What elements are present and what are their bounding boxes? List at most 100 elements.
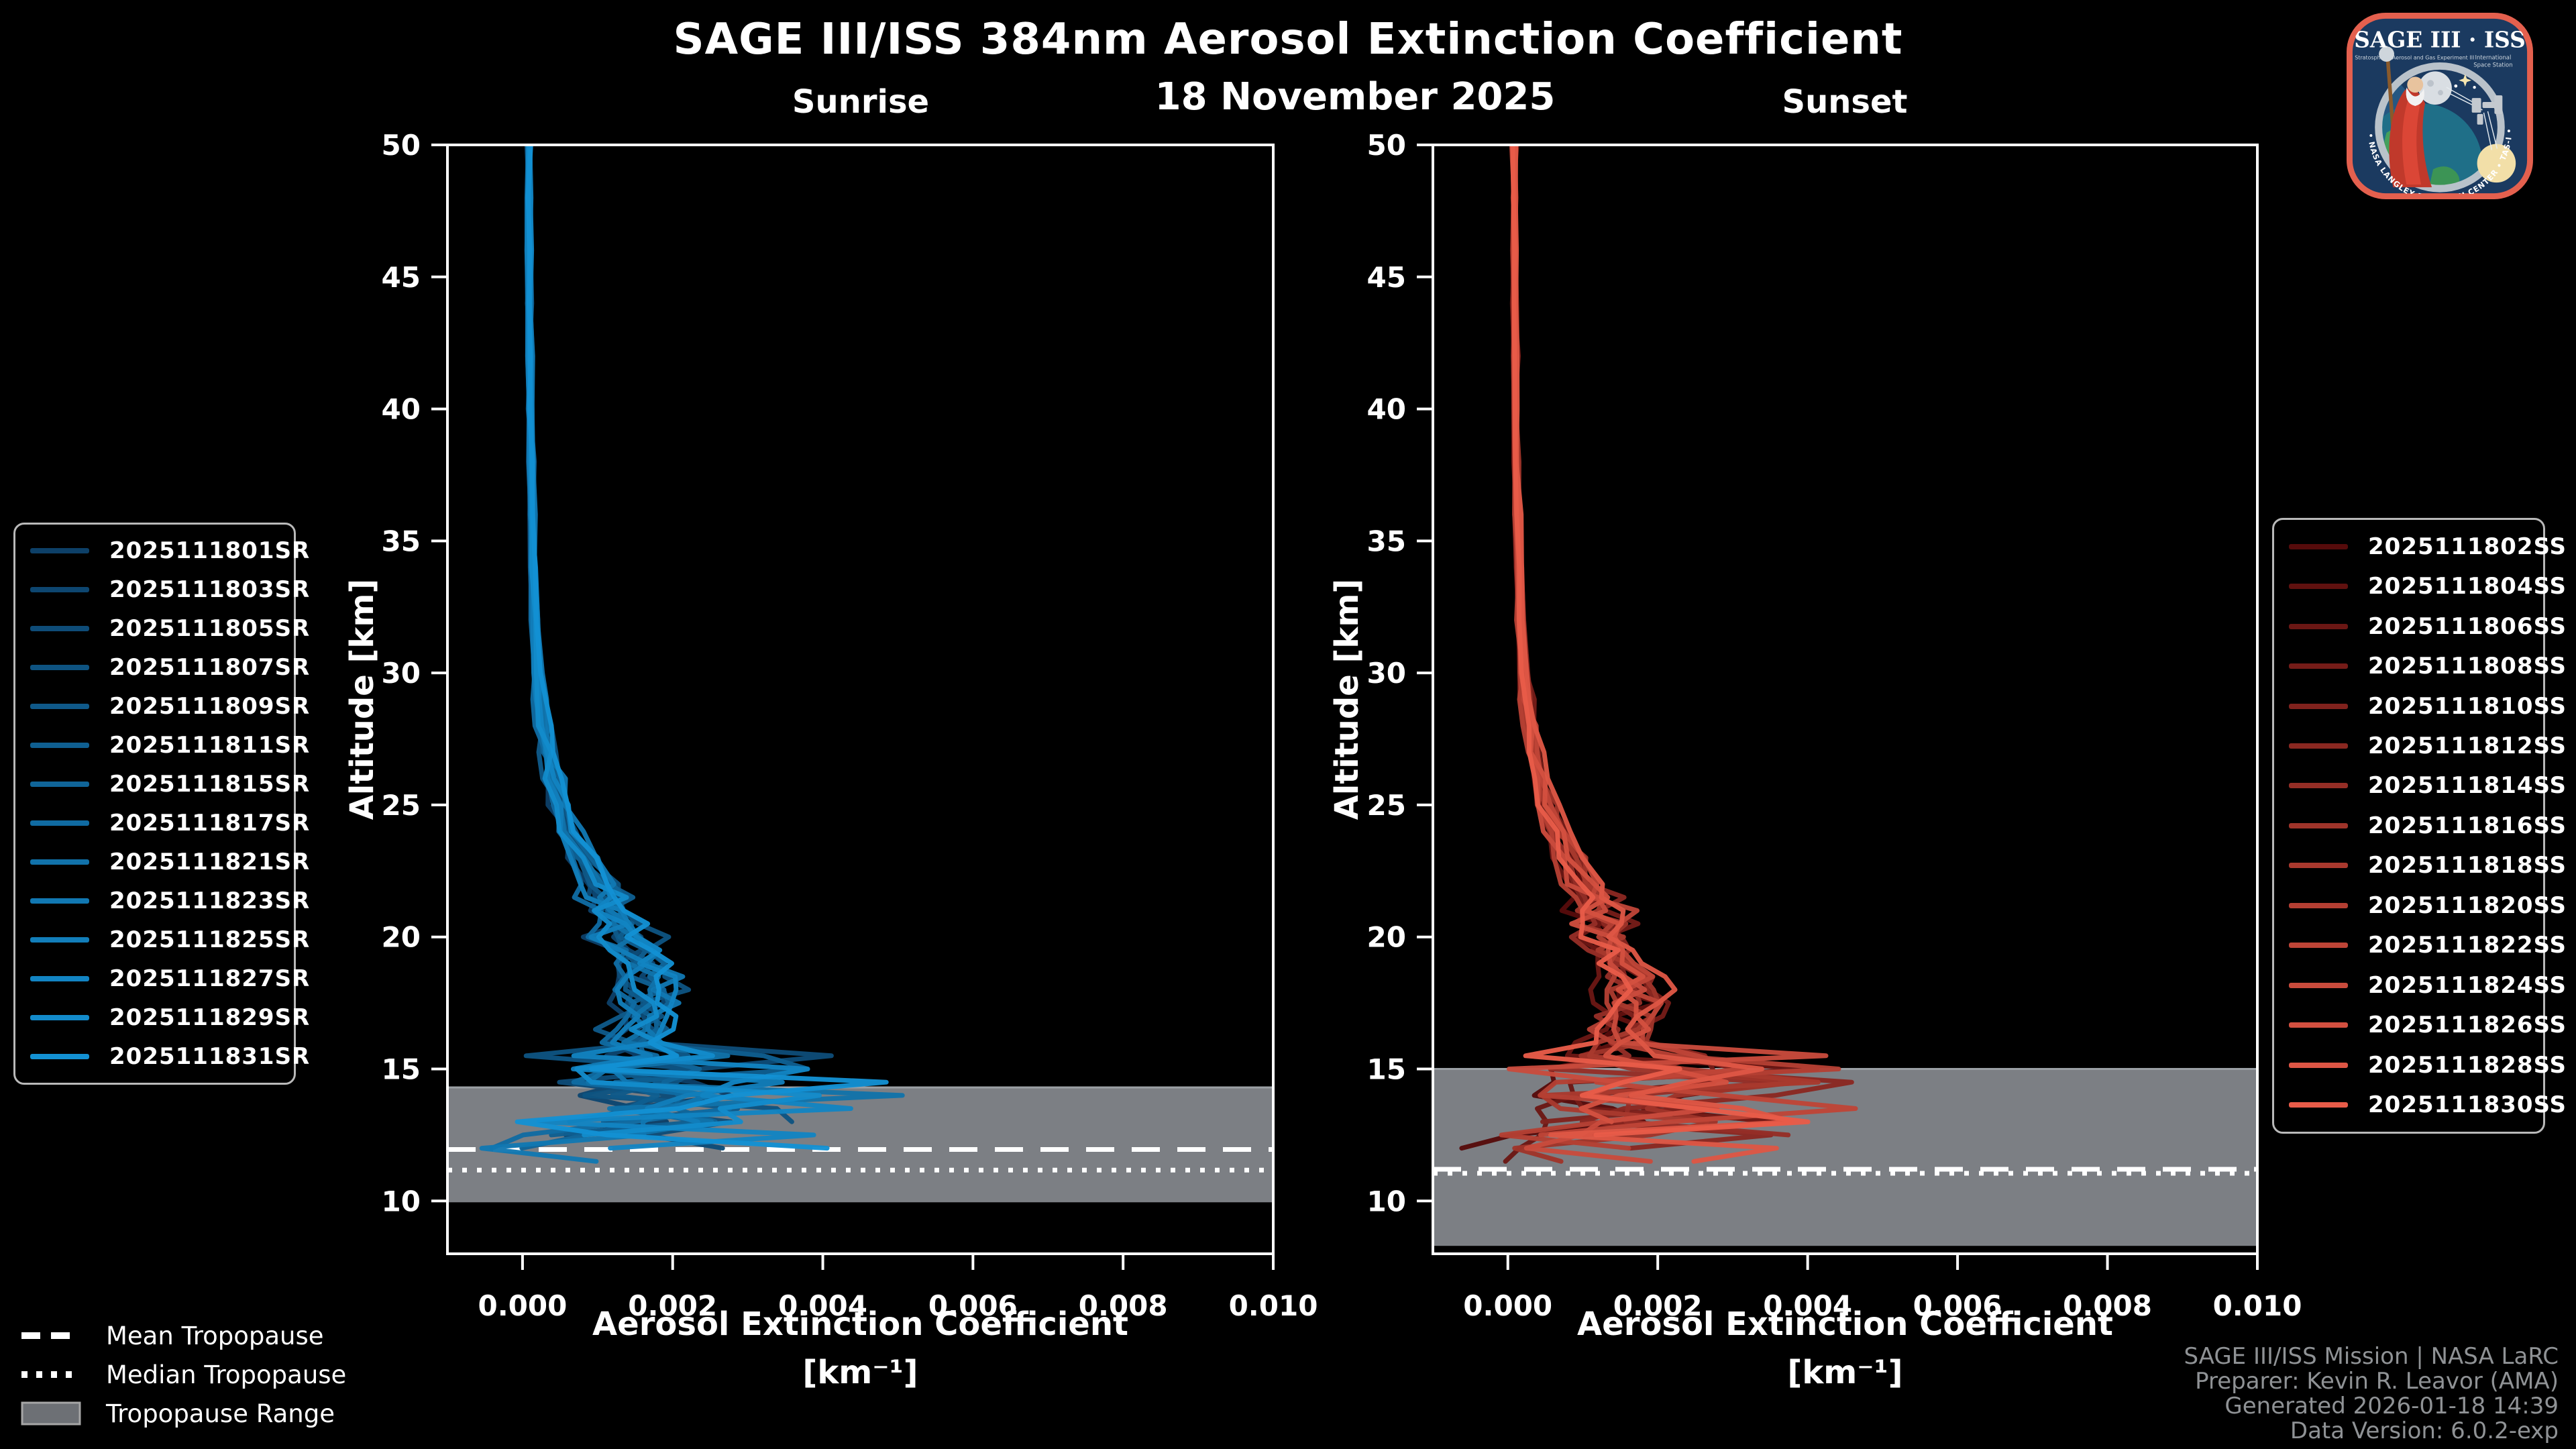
- legend-item: 2025111810SS: [2289, 693, 2566, 720]
- legend-item: 2025111817SR: [30, 810, 309, 837]
- series-label: 2025111825SR: [109, 926, 311, 953]
- series-color-swatch: [2289, 863, 2348, 869]
- red-robed-figure: [2379, 46, 2432, 188]
- y-tick-label: 45: [382, 261, 421, 294]
- series-color-swatch: [2289, 943, 2348, 949]
- series-color-swatch: [30, 820, 89, 826]
- panel-sunrise: 0.000 0.002 0.004 0.006 0.008 0.010 50 45 40 35 30…: [343, 129, 1318, 1391]
- series-group: [479, 145, 905, 1164]
- legend-item: 2025111809SR: [30, 693, 309, 720]
- y-tick-label: 15: [1367, 1053, 1406, 1086]
- profile-line: [1513, 145, 1795, 1164]
- dotted-line-icon: [21, 1371, 80, 1378]
- series-color-swatch: [30, 743, 89, 748]
- logo-intl-1: International: [2475, 54, 2512, 61]
- y-tick-label: 30: [1367, 657, 1406, 690]
- series-color-swatch: [30, 704, 89, 709]
- series-color-swatch: [2289, 982, 2348, 988]
- profile-line: [525, 145, 905, 1138]
- sun-icon: [2477, 144, 2516, 183]
- x-tick-label: 0.004: [778, 1289, 867, 1322]
- moon-icon: [2418, 71, 2452, 105]
- series-label: 2025111830SS: [2368, 1091, 2567, 1119]
- series-label: 2025111808SS: [2368, 653, 2567, 680]
- y-tick-label: 50: [1367, 129, 1406, 162]
- series-label: 2025111823SR: [109, 888, 311, 914]
- series-color-swatch: [2289, 743, 2348, 749]
- series-color-swatch: [30, 898, 89, 904]
- legend-item: 2025111815SR: [30, 771, 309, 798]
- series-color-swatch: [2289, 1102, 2348, 1108]
- series-color-swatch: [30, 859, 89, 865]
- x-tick-label: 0.008: [2063, 1289, 2152, 1322]
- x-tick-label: 0.002: [628, 1289, 717, 1322]
- legend-label: Tropopause Range: [106, 1399, 335, 1428]
- page-title: SAGE III/ISS 384nm Aerosol Extinction Co…: [673, 15, 1903, 64]
- profile-line: [1499, 145, 1841, 1151]
- series-label: 2025111802SS: [2368, 533, 2567, 560]
- profile-line: [515, 145, 889, 1151]
- x-tick-label: 0.006: [928, 1289, 1018, 1322]
- legend-item: 2025111827SR: [30, 965, 309, 992]
- series-label: 2025111804SS: [2368, 573, 2567, 600]
- legend-item: 2025111818SS: [2289, 852, 2566, 879]
- y-tick-label: 10: [382, 1185, 421, 1218]
- tropopause-range-band: [447, 1087, 1273, 1203]
- sage-iii-iss-mission-logo: SAGE III · ISS Stratospheric Aerosol and…: [2347, 13, 2533, 199]
- legend-item: 2025111811SR: [30, 732, 309, 759]
- y-tick-label: 20: [1367, 921, 1406, 954]
- series-label: 2025111821SR: [109, 849, 311, 875]
- y-tick-label: 25: [382, 789, 421, 822]
- series-color-swatch: [2289, 623, 2348, 629]
- y-tick-label: 25: [1367, 789, 1406, 822]
- legend-item: 2025111807SR: [30, 654, 309, 681]
- series-label: 2025111818SS: [2368, 852, 2567, 879]
- profile-line: [525, 145, 834, 1151]
- legend-item: 2025111804SS: [2289, 573, 2566, 600]
- series-label: 2025111820SS: [2368, 892, 2567, 919]
- y-tick-label: 45: [1367, 261, 1406, 294]
- x-tick-label: 0.008: [1079, 1289, 1168, 1322]
- x-tick-label: 0.010: [1229, 1289, 1318, 1322]
- series-group: [1459, 145, 1858, 1164]
- moon-crater: [2438, 90, 2443, 96]
- dashed-line-icon: [21, 1332, 80, 1339]
- sunset-panel-title: Sunset: [1782, 83, 1908, 121]
- series-color-swatch: [2289, 1062, 2348, 1068]
- legend-item: 2025111830SS: [2289, 1091, 2566, 1118]
- date-subtitle: 18 November 2025: [1155, 75, 1556, 119]
- y-tick-label: 40: [1367, 393, 1406, 426]
- series-label: 2025111827SR: [109, 965, 311, 992]
- series-label: 2025111828SS: [2368, 1051, 2567, 1079]
- gray-patch-icon: [21, 1401, 81, 1426]
- series-label: 2025111812SS: [2368, 732, 2567, 759]
- series-label: 2025111807SR: [109, 654, 311, 681]
- legend-item: 2025111826SS: [2289, 1012, 2566, 1038]
- legend-item-mean-tropopause: Mean Tropopause: [20, 1316, 346, 1355]
- footer-credits: SAGE III/ISS Mission | NASA LaRC Prepare…: [2184, 1344, 2559, 1444]
- series-label: 2025111805SR: [109, 615, 311, 642]
- logo-subtitle: Stratospheric Aerosol and Gas Experiment…: [2355, 55, 2474, 61]
- profile-line: [525, 145, 810, 1138]
- y-axis-label: Altitude [km]: [343, 579, 381, 820]
- series-color-swatch: [30, 587, 89, 592]
- panel-sunset: 0.000 0.002 0.004 0.006 0.008 0.010 50 45 40 35 30…: [1328, 129, 2302, 1391]
- y-tick-label: 50: [382, 129, 421, 162]
- y-tick-label: 10: [1367, 1185, 1406, 1218]
- series-label: 2025111814SS: [2368, 772, 2567, 800]
- series-color-swatch: [30, 1054, 89, 1059]
- legend-item: 2025111825SR: [30, 926, 309, 953]
- legend-item: 2025111806SS: [2289, 613, 2566, 640]
- footer-mission: SAGE III/ISS Mission | NASA LaRC: [2184, 1343, 2559, 1370]
- legend-item: 2025111801SR: [30, 537, 309, 564]
- legend-label: Median Tropopause: [106, 1360, 347, 1389]
- series-label: 2025111815SR: [109, 771, 311, 798]
- x-tick-label: 0.006: [1913, 1289, 2002, 1322]
- legend-label: Mean Tropopause: [106, 1321, 324, 1350]
- x-axis-label: Aerosol Extinction Coefficient: [1577, 1305, 2113, 1343]
- series-color-swatch: [30, 626, 89, 631]
- series-label: 2025111829SR: [109, 1004, 311, 1031]
- legend-item: 2025111829SR: [30, 1004, 309, 1031]
- footer-preparer: Preparer: Kevin R. Leavor (AMA): [2195, 1368, 2559, 1395]
